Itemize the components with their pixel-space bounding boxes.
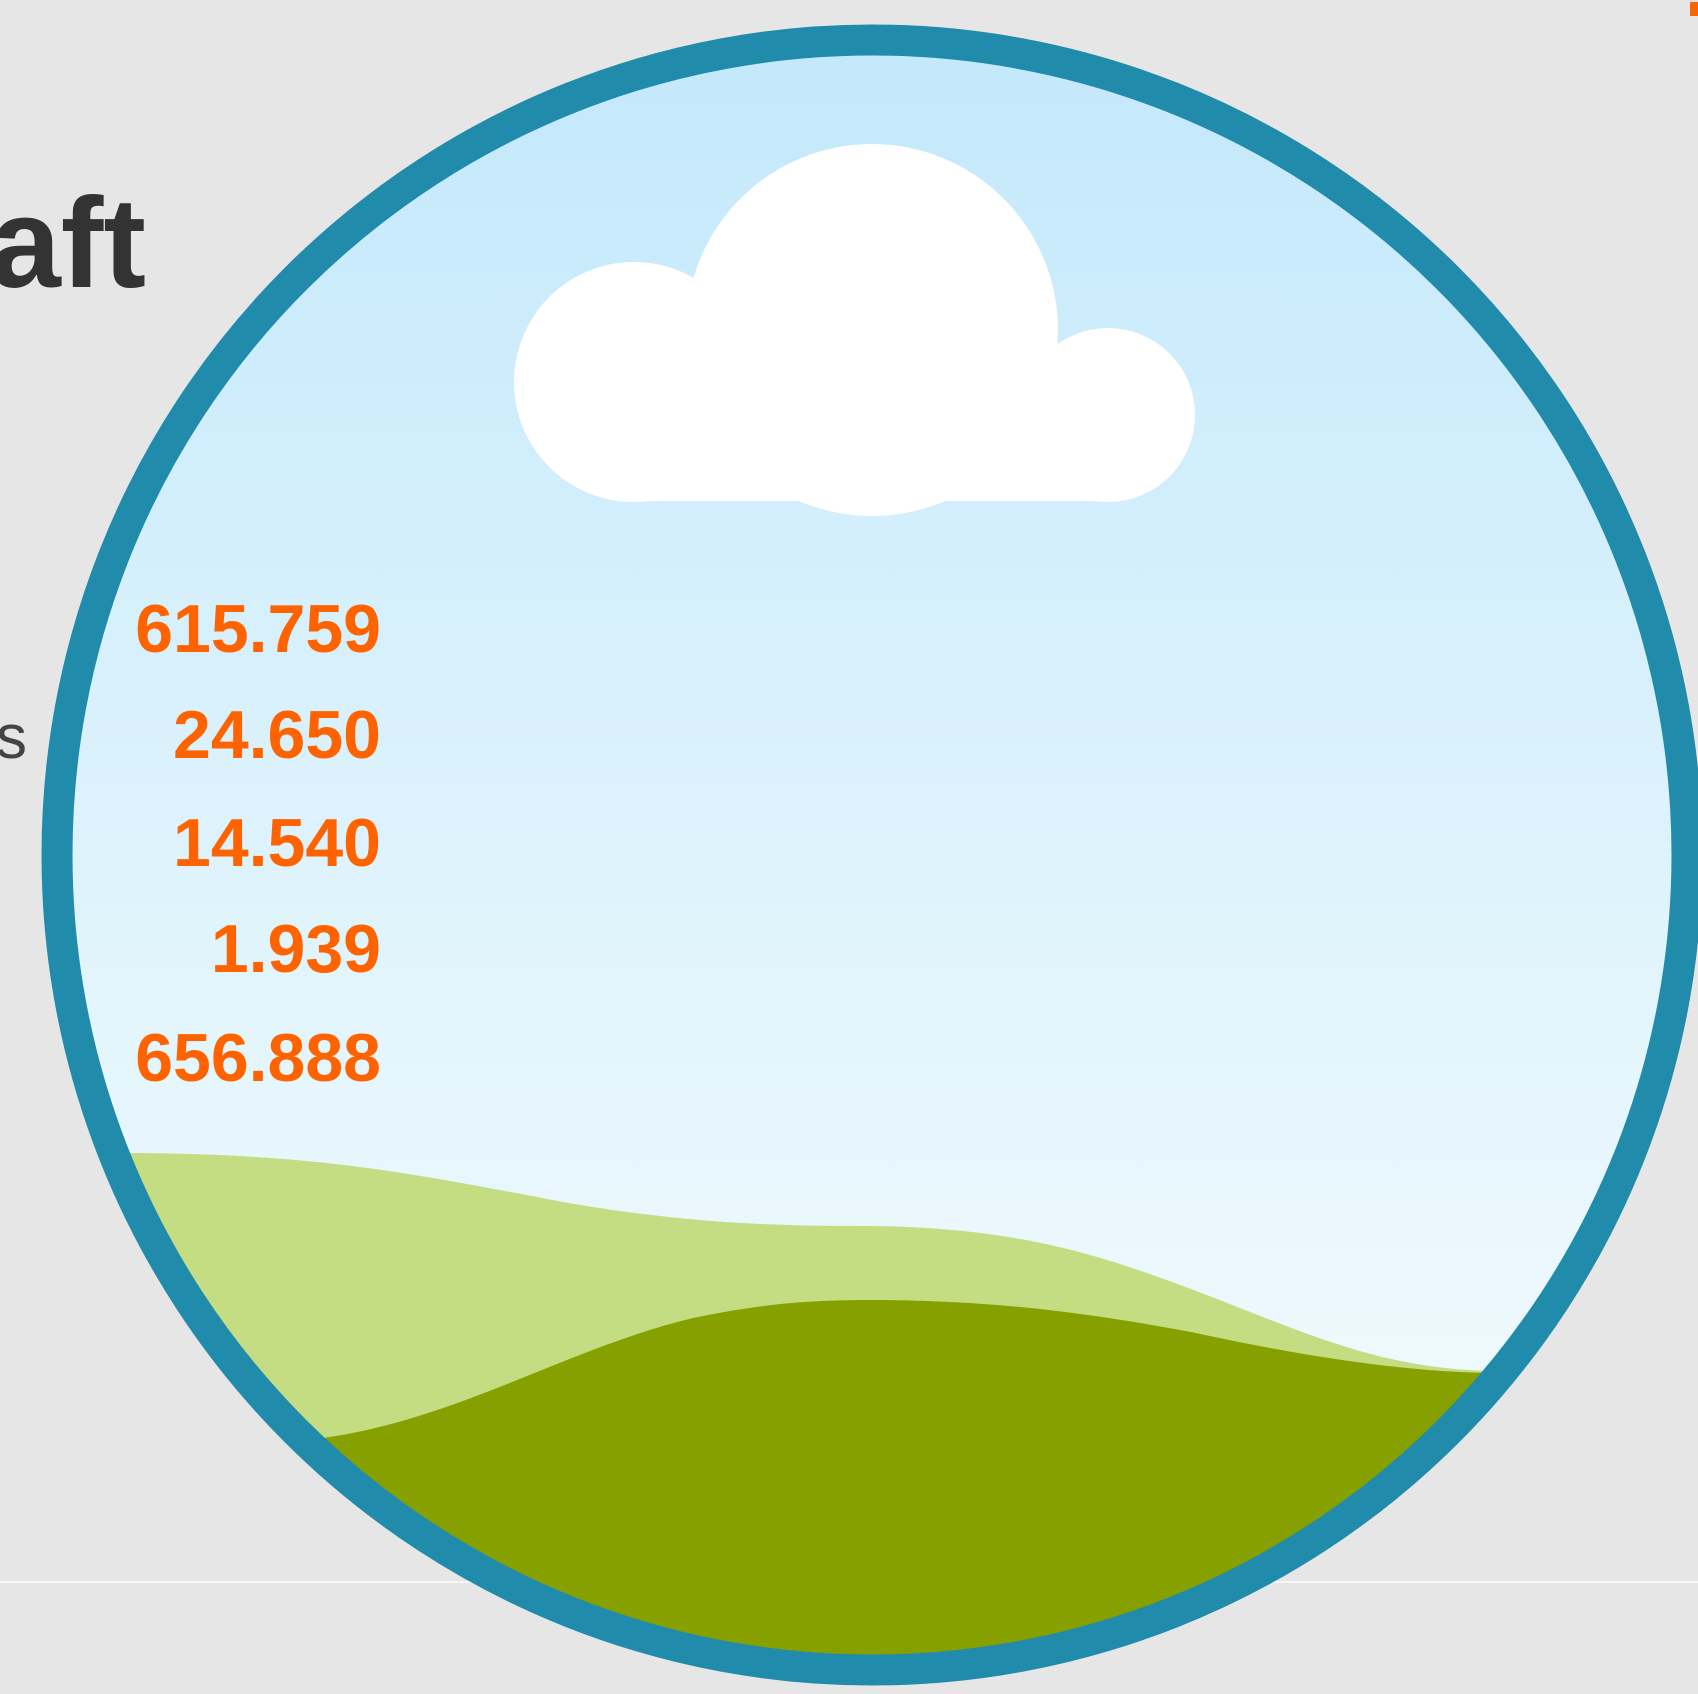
heading: aft — [0, 172, 146, 315]
value-list: 615.759 24.650 14.540 1.939 656.888 — [135, 591, 381, 1096]
label-fragment: s — [0, 703, 27, 772]
value-text: 24.650 — [173, 697, 381, 773]
value-text: 14.540 — [173, 805, 381, 881]
value-text: 656.888 — [135, 1020, 381, 1096]
page: aft s 615.75924.65014.5401.939656.888 ((… — [0, 0, 1698, 1694]
value-text: 1.939 — [211, 911, 381, 987]
corner-marker — [1690, 2, 1698, 16]
value-text: 615.759 — [135, 591, 381, 667]
screen: aft s 615.759 24.650 14.540 1.939 656.888 — [0, 0, 1698, 1694]
